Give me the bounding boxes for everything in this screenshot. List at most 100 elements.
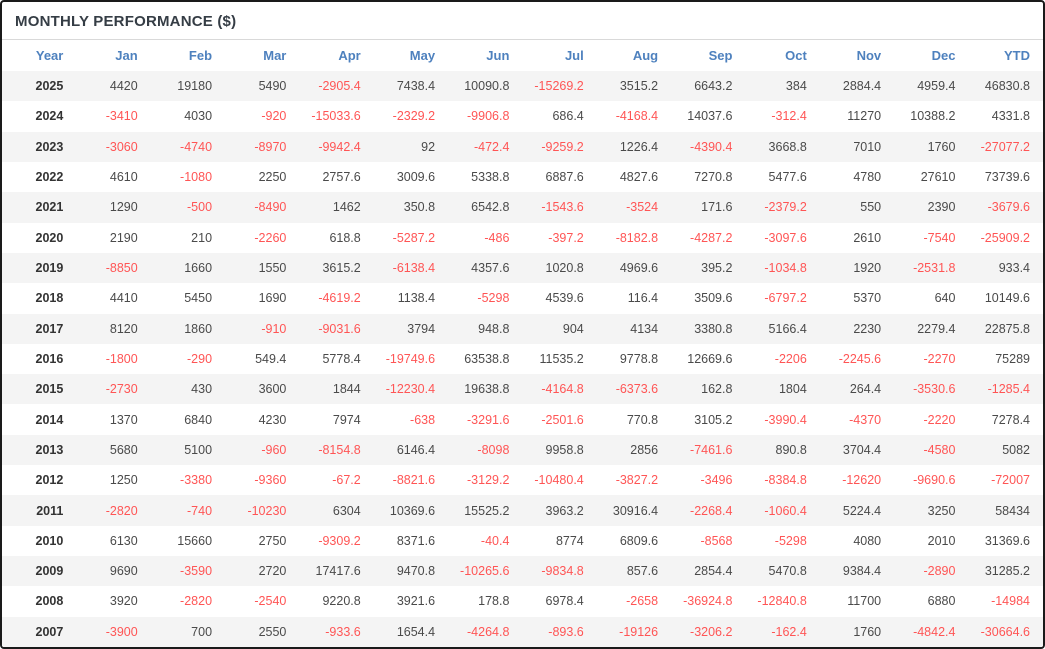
value-cell: 9384.4 <box>842 564 882 579</box>
value-cell: -5298 <box>477 291 510 306</box>
year-cell: 2018 <box>35 291 64 306</box>
value-cell: -9690.6 <box>913 473 956 488</box>
value-cell: -2820 <box>105 503 138 518</box>
column-header-jun: Jun <box>486 48 510 63</box>
value-cell: 31285.2 <box>984 564 1030 579</box>
value-cell: -8970 <box>254 139 287 154</box>
value-cell: -2820 <box>180 594 213 609</box>
value-cell: 770.8 <box>626 412 659 427</box>
value-cell: 9690 <box>109 564 138 579</box>
value-cell: 3704.4 <box>842 442 882 457</box>
value-cell: 7010 <box>853 139 882 154</box>
value-cell: 1844 <box>332 382 361 397</box>
value-cell: -12230.4 <box>385 382 436 397</box>
value-cell: 30916.4 <box>612 503 659 518</box>
value-cell: -2379.2 <box>764 200 807 215</box>
value-cell: -9031.6 <box>318 321 361 336</box>
value-cell: 19638.8 <box>464 382 510 397</box>
value-cell: -2730 <box>105 382 138 397</box>
value-cell: -30664.6 <box>980 624 1030 639</box>
value-cell: -2540 <box>254 594 287 609</box>
value-cell: -3679.6 <box>987 200 1030 215</box>
value-cell: -2905.4 <box>318 79 361 94</box>
year-cell: 2012 <box>35 473 64 488</box>
value-cell: 3920 <box>109 594 138 609</box>
value-cell: -500 <box>187 200 213 215</box>
value-cell: 6542.8 <box>471 200 510 215</box>
value-cell: 19180 <box>177 79 213 94</box>
value-cell: 3009.6 <box>396 170 436 185</box>
value-cell: 2550 <box>258 624 287 639</box>
column-header-aug: Aug <box>632 48 659 63</box>
value-cell: 2390 <box>927 200 956 215</box>
value-cell: 75289 <box>995 351 1030 366</box>
value-cell: -8154.8 <box>318 442 361 457</box>
value-cell: 2610 <box>853 230 882 245</box>
column-header-nov: Nov <box>856 48 882 63</box>
value-cell: 15525.2 <box>464 503 510 518</box>
column-header-feb: Feb <box>188 48 213 63</box>
value-cell: 4410 <box>109 291 138 306</box>
value-cell: 63538.8 <box>464 351 510 366</box>
column-header-year: Year <box>35 48 64 63</box>
value-cell: -67.2 <box>332 473 361 488</box>
value-cell: 1920 <box>853 261 882 276</box>
table-row: 2018 4410 5450 1690 -4619.2 1138.4 -5298 4539.6… <box>2 283 1043 313</box>
value-cell: -8850 <box>105 261 138 276</box>
value-cell: -4164.8 <box>541 382 584 397</box>
value-cell: 1226.4 <box>619 139 659 154</box>
value-cell: -1285.4 <box>987 382 1030 397</box>
year-cell: 2010 <box>35 533 64 548</box>
table-row: 2024 -3410 4030 -920 -15033.6 -2329.2 -9906.8 6… <box>2 101 1043 131</box>
value-cell: 73739.6 <box>984 170 1030 185</box>
value-cell: 4827.6 <box>619 170 659 185</box>
value-cell: -2501.6 <box>541 412 584 427</box>
value-cell: 4610 <box>109 170 138 185</box>
value-cell: -4390.4 <box>690 139 733 154</box>
value-cell: -3380 <box>180 473 213 488</box>
value-cell: 5680 <box>109 442 138 457</box>
value-cell: -4168.4 <box>615 109 659 124</box>
table-body: 2025 4420 19180 5490 -2905.4 7438.4 10090.8 -15… <box>2 71 1043 647</box>
value-cell: -27077.2 <box>980 139 1030 154</box>
value-cell: -4370 <box>849 412 882 427</box>
column-header-jan: Jan <box>115 48 138 63</box>
value-cell: 904 <box>562 321 584 336</box>
value-cell: 2230 <box>853 321 882 336</box>
year-cell: 2020 <box>35 230 64 245</box>
value-cell: 3515.2 <box>619 79 659 94</box>
value-cell: -3496 <box>700 473 733 488</box>
value-cell: 5338.8 <box>471 170 510 185</box>
value-cell: -36924.8 <box>683 594 733 609</box>
year-cell: 2016 <box>35 351 64 366</box>
performance-table: Year Jan Feb Mar Apr May Jun Jul Aug Sep Oct Nov Dec… <box>2 40 1043 647</box>
value-cell: -3129.2 <box>467 473 510 488</box>
value-cell: 8371.6 <box>396 533 436 548</box>
year-cell: 2008 <box>35 594 64 609</box>
value-cell: -2260 <box>254 230 287 245</box>
table-row: 2012 1250 -3380 -9360 -67.2 -8821.6 -3129.2 -10… <box>2 465 1043 495</box>
value-cell: 4959.4 <box>917 79 956 94</box>
value-cell: 686.4 <box>552 109 584 124</box>
value-cell: 3509.6 <box>694 291 733 306</box>
value-cell: 2720 <box>258 564 287 579</box>
value-cell: 5450 <box>184 291 213 306</box>
year-cell: 2014 <box>35 412 64 427</box>
value-cell: -9309.2 <box>318 533 361 548</box>
value-cell: 1660 <box>184 261 213 276</box>
year-cell: 2022 <box>35 170 64 185</box>
value-cell: 6146.4 <box>396 442 436 457</box>
value-cell: 10090.8 <box>464 79 510 94</box>
header-row: Year Jan Feb Mar Apr May Jun Jul Aug Sep Oct Nov Dec… <box>2 40 1043 71</box>
table-row: 2007 -3900 700 2550 -933.6 1654.4 -4264.8 -893.… <box>2 616 1043 647</box>
value-cell: 10149.6 <box>984 291 1030 306</box>
value-cell: -960 <box>261 442 287 457</box>
value-cell: 550 <box>860 200 882 215</box>
value-cell: -3827.2 <box>615 473 659 488</box>
value-cell: -2329.2 <box>392 109 436 124</box>
column-header-ytd: YTD <box>1004 48 1030 63</box>
value-cell: 2010 <box>927 533 956 548</box>
table-row: 2011 -2820 -740 -10230 6304 10369.6 15525.2 396… <box>2 495 1043 526</box>
value-cell: 162.8 <box>701 382 733 397</box>
value-cell: 1020.8 <box>545 261 584 276</box>
